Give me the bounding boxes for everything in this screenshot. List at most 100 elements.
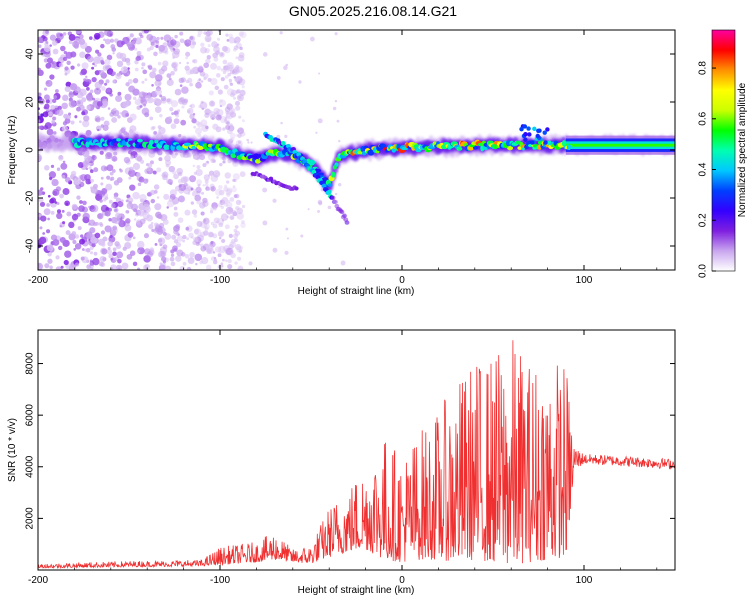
- noise-blob: [215, 109, 224, 117]
- noise-blob: [168, 77, 172, 81]
- noise-blob: [99, 221, 103, 226]
- noise-blob: [95, 49, 100, 54]
- noise-blob: [45, 99, 50, 104]
- noise-blob: [238, 141, 241, 144]
- noise-blob: [86, 87, 90, 91]
- noise-blob: [116, 52, 123, 59]
- noise-blob: [151, 228, 155, 233]
- noise-blob: [215, 188, 223, 196]
- noise-blob: [212, 206, 217, 211]
- noise-blob: [195, 186, 202, 194]
- noise-blob: [134, 60, 139, 65]
- noise-blob: [152, 125, 156, 130]
- noise-blob: [115, 95, 123, 103]
- noise-blob: [174, 88, 182, 96]
- noise-blob: [241, 220, 245, 224]
- noise-blob: [229, 82, 234, 86]
- noise-blob: [207, 247, 214, 254]
- noise-blob: [116, 251, 124, 259]
- noise-blob: [55, 266, 62, 270]
- noise-blob: [250, 141, 253, 144]
- noise-blob: [125, 199, 129, 203]
- noise-blob: [155, 44, 159, 49]
- noise-blob: [121, 262, 129, 270]
- noise-blob: [140, 98, 148, 106]
- noise-blob: [92, 97, 96, 101]
- noise-blob: [81, 62, 89, 70]
- noise-blob: [334, 192, 338, 196]
- noise-blob: [225, 110, 229, 115]
- noise-blob: [176, 241, 182, 248]
- noise-blob: [61, 125, 68, 132]
- noise-blob: [129, 203, 133, 207]
- noise-blob: [91, 76, 97, 83]
- noise-blob: [193, 214, 198, 218]
- noise-blob: [129, 113, 137, 121]
- noise-blob: [207, 77, 212, 82]
- noise-blob: [226, 103, 233, 110]
- noise-blob: [162, 260, 166, 264]
- noise-blob: [156, 36, 160, 41]
- noise-blob: [210, 62, 217, 70]
- noise-blob: [108, 253, 114, 259]
- noise-blob: [233, 75, 237, 79]
- noise-blob: [207, 44, 211, 48]
- noise-blob: [153, 184, 160, 190]
- noise-blob: [229, 214, 235, 221]
- noise-blob: [233, 228, 238, 233]
- noise-blob: [65, 230, 71, 236]
- noise-blob: [155, 74, 163, 82]
- noise-blob: [210, 77, 218, 86]
- noise-blob: [99, 150, 104, 155]
- noise-blob: [229, 69, 235, 75]
- noise-blob: [45, 229, 51, 234]
- noise-blob: [202, 200, 209, 207]
- noise-blob: [234, 261, 238, 265]
- noise-blob: [224, 172, 231, 179]
- noise-blob: [93, 183, 98, 189]
- noise-blob: [204, 35, 212, 43]
- noise-blob: [49, 44, 52, 47]
- ridge-spot: [308, 159, 316, 166]
- noise-blob: [238, 115, 242, 119]
- noise-blob: [179, 38, 185, 44]
- noise-blob: [43, 45, 51, 53]
- noise-blob: [238, 31, 245, 37]
- noise-blob: [163, 193, 170, 200]
- noise-blob: [170, 261, 176, 267]
- noise-blob: [185, 226, 190, 231]
- noise-blob: [59, 224, 63, 228]
- noise-blob: [190, 103, 195, 109]
- noise-blob: [151, 83, 154, 87]
- noise-blob: [166, 199, 175, 208]
- noise-blob: [39, 201, 46, 207]
- noise-blob: [51, 178, 59, 187]
- noise-blob: [128, 85, 136, 93]
- noise-blob: [132, 261, 138, 267]
- noise-blob: [218, 189, 225, 196]
- colorbar-tick-label: 0.6: [698, 111, 709, 125]
- noise-blob: [212, 233, 218, 239]
- noise-blob: [161, 65, 168, 72]
- noise-blob: [317, 199, 323, 205]
- noise-blob: [235, 56, 239, 60]
- noise-blob: [40, 215, 47, 222]
- noise-blob: [76, 195, 81, 200]
- noise-blob: [42, 30, 50, 37]
- noise-blob: [178, 61, 182, 65]
- noise-blob: [226, 215, 230, 219]
- noise-blob: [45, 62, 52, 69]
- noise-blob: [206, 160, 209, 164]
- noise-blob: [90, 178, 94, 183]
- noise-blob: [158, 157, 163, 162]
- noise-blob: [161, 267, 165, 270]
- noise-blob: [72, 40, 80, 48]
- noise-blob: [166, 206, 169, 209]
- noise-blob: [58, 245, 63, 251]
- noise-blob: [157, 61, 162, 66]
- noise-blob: [50, 197, 57, 204]
- noise-blob: [56, 32, 64, 41]
- noise-blob: [154, 88, 162, 96]
- ridge-spot: [522, 124, 528, 129]
- noise-blob: [213, 107, 220, 115]
